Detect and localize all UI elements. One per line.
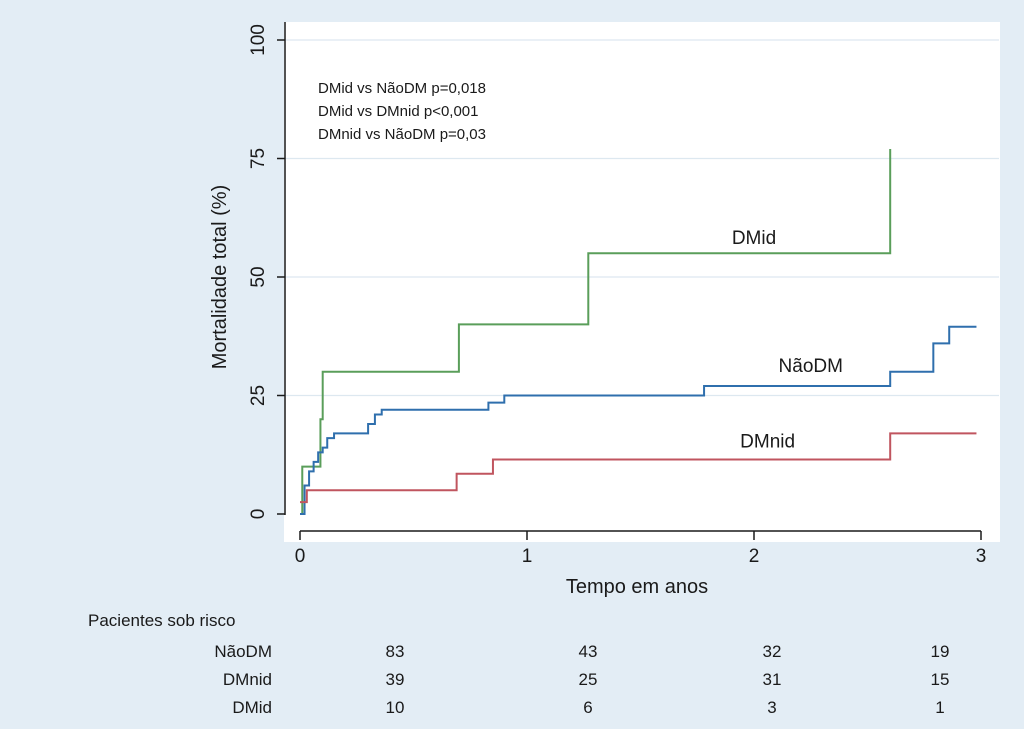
y-tick-label-75: 75 bbox=[248, 148, 269, 169]
plot-background bbox=[284, 22, 1000, 542]
x-tick-label-3: 3 bbox=[976, 546, 987, 567]
series-label-dmnid: DMnid bbox=[740, 432, 795, 453]
annotation-layer: DMid vs NãoDM p=0,018 DMid vs DMnid p<0,0… bbox=[318, 80, 486, 143]
x-tick-label-1: 1 bbox=[522, 546, 533, 567]
x-tick-label-0: 0 bbox=[295, 546, 306, 567]
x-axis-label: Tempo em anos bbox=[566, 576, 708, 598]
series-line-nodm bbox=[300, 325, 977, 515]
y-tick-label-50: 50 bbox=[248, 266, 269, 287]
axes-layer: 0 25 50 75 100 0 1 2 3 bbox=[248, 22, 986, 567]
series-layer: DMid NãoDM DMnid bbox=[300, 149, 977, 515]
y-tick-label-0: 0 bbox=[248, 509, 269, 520]
y-tick-label-100: 100 bbox=[248, 24, 269, 56]
series-line-dmid bbox=[300, 149, 892, 515]
x-tick-label-2: 2 bbox=[749, 546, 760, 567]
series-line-dmnid bbox=[300, 432, 977, 504]
p-value-annotation-1: DMid vs NãoDM p=0,018 bbox=[318, 80, 486, 97]
series-label-nodm: NãoDM bbox=[779, 356, 843, 377]
y-axis-label: Mortalidade total (%) bbox=[209, 185, 231, 370]
p-value-annotation-2: DMid vs DMnid p<0,001 bbox=[318, 103, 479, 120]
p-value-annotation-3: DMnid vs NãoDM p=0,03 bbox=[318, 126, 486, 143]
y-tick-label-25: 25 bbox=[248, 385, 269, 406]
series-label-dmid: DMid bbox=[732, 228, 776, 249]
